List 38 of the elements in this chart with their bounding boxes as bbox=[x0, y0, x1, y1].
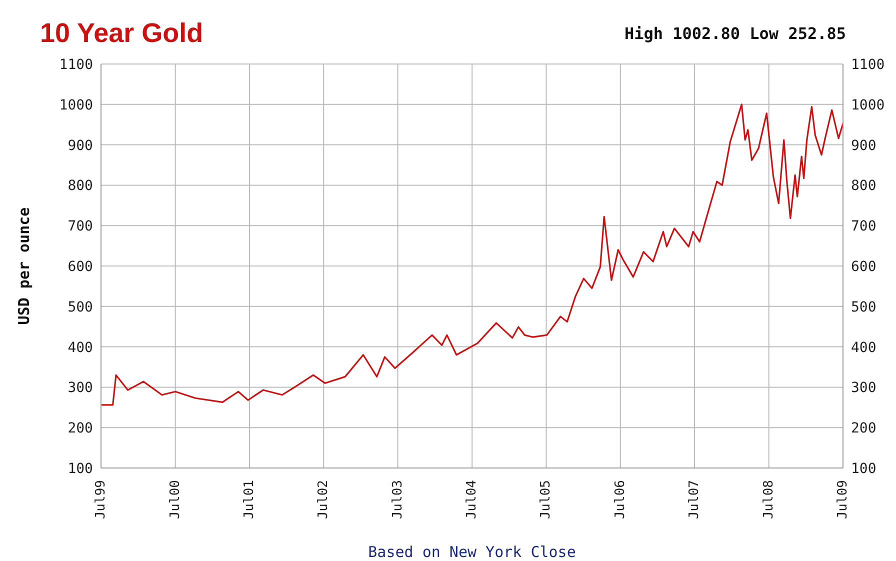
y-tick-label: 700 bbox=[68, 218, 93, 235]
x-tick-label: Jul07 bbox=[687, 480, 702, 520]
line-series bbox=[101, 104, 843, 406]
y-tick-label: 1000 bbox=[59, 97, 93, 114]
y2-tick-label: 100 bbox=[851, 460, 876, 477]
y2-tick-label: 400 bbox=[851, 340, 876, 356]
x-tick-label: Jul09 bbox=[836, 480, 850, 520]
x-axis-title: Based on New York Close bbox=[368, 543, 576, 561]
y2-tick-label: 500 bbox=[851, 299, 876, 316]
y-tick-label: 400 bbox=[68, 340, 93, 356]
x-tick-label: Jul06 bbox=[612, 480, 628, 520]
x-tick-label: Jul00 bbox=[168, 480, 183, 520]
text: High 1002.80 Low 252.85 bbox=[624, 24, 846, 43]
y2-tick-label: 800 bbox=[851, 178, 876, 194]
y-tick-label: 500 bbox=[68, 299, 93, 316]
y-tick-label: 900 bbox=[68, 138, 93, 154]
x-tick-label: Jul01 bbox=[242, 480, 257, 520]
y-tick-label: 300 bbox=[68, 380, 93, 396]
y2-tick-label: 700 bbox=[851, 218, 876, 235]
x-tick-label: Jul03 bbox=[390, 480, 406, 520]
y2-tick-label: 1000 bbox=[851, 97, 885, 114]
y2-tick-label: 200 bbox=[851, 420, 876, 437]
x-tick-label: Jul08 bbox=[761, 480, 776, 520]
y2-tick-label: 1100 bbox=[851, 56, 885, 73]
y-axis-title: USD per ounce bbox=[15, 207, 33, 325]
y-tick-label: 600 bbox=[68, 258, 93, 275]
y-tick-label: 800 bbox=[68, 178, 93, 194]
x-tick-label: Jul02 bbox=[316, 480, 332, 520]
y2-tick-label: 300 bbox=[851, 380, 876, 396]
chart-title: 10 Year Gold bbox=[40, 18, 204, 49]
x-tick-label: Jul05 bbox=[538, 480, 554, 520]
y-tick-label: 200 bbox=[68, 420, 93, 437]
y2-tick-label: 900 bbox=[851, 138, 876, 154]
x-tick-label: Jul04 bbox=[464, 480, 480, 520]
x-tick-label: Jul99 bbox=[94, 480, 108, 520]
y-tick-label: 100 bbox=[68, 460, 93, 477]
y-tick-label: 1100 bbox=[59, 56, 93, 73]
y2-tick-label: 600 bbox=[851, 258, 876, 275]
